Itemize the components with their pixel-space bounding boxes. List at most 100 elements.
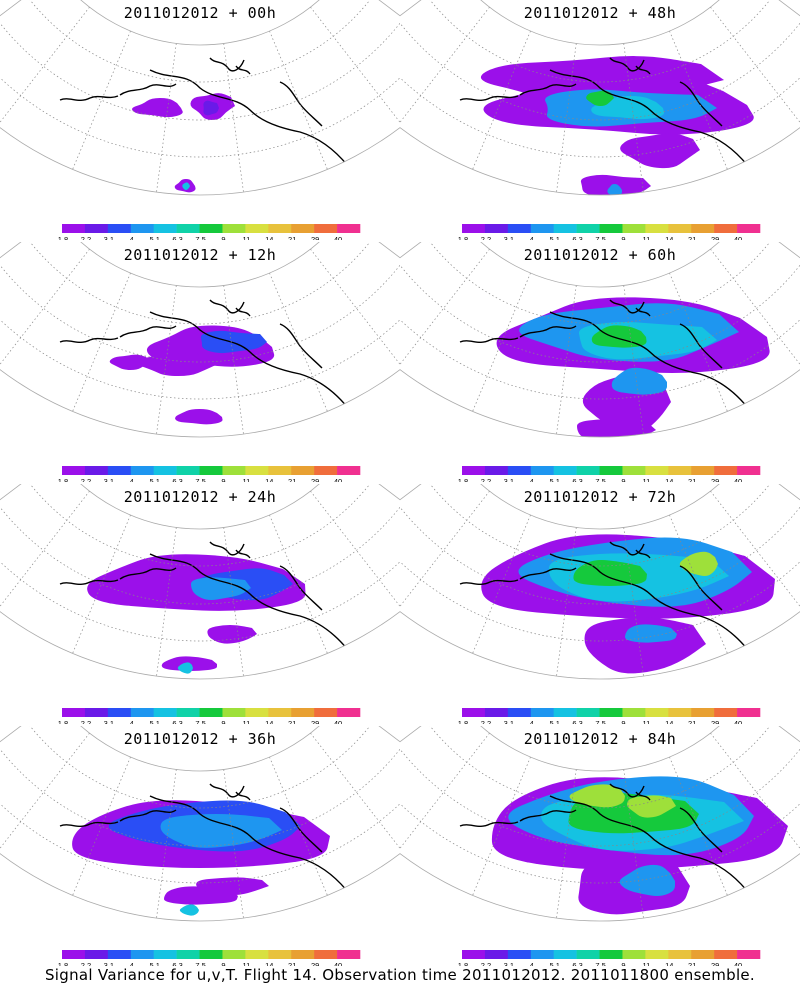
map-panel-grid: 1.8 2.2 3.1 4 5.1 6.3 7.5 9 11 14 21 29 40 2011012012… xyxy=(0,0,800,966)
colorbar-swatch xyxy=(737,950,761,959)
colorbar-tick-label: 9 xyxy=(621,477,625,482)
colorbar-tick-label: 9 xyxy=(221,235,225,240)
colorbar-tick-label: 2.2 xyxy=(481,719,491,724)
forecast-panel: 1.8 2.2 3.1 4 5.1 6.3 7.5 9 11 14 21 29 40 2011012012… xyxy=(400,726,800,966)
colorbar-tick-label: 40 xyxy=(334,961,342,966)
colorbar-swatch xyxy=(107,708,132,717)
colorbar-swatch xyxy=(222,466,246,475)
forecast-map: 1.8 2.2 3.1 4 5.1 6.3 7.5 9 11 14 21 29 40 xyxy=(0,484,400,724)
colorbar-tick-label: 7.5 xyxy=(595,961,605,966)
forecast-map: 1.8 2.2 3.1 4 5.1 6.3 7.5 9 11 14 21 29 40 xyxy=(400,726,800,966)
colorbar-swatch xyxy=(484,950,509,959)
graticule xyxy=(400,242,800,435)
colorbar-tick-label: 29 xyxy=(311,235,319,240)
coastline xyxy=(59,299,349,409)
colorbar-tick-label: 1.8 xyxy=(58,719,68,724)
variance-contour xyxy=(679,551,718,576)
graticule xyxy=(400,726,800,919)
colorbar-swatch xyxy=(314,466,338,475)
forecast-panel: 1.8 2.2 3.1 4 5.1 6.3 7.5 9 11 14 21 29 40 2011012012… xyxy=(0,0,400,240)
colorbar-tick-label: 6.3 xyxy=(572,235,582,240)
colorbar-tick-label: 3.1 xyxy=(104,961,114,966)
variance-contour xyxy=(200,330,267,354)
colorbar-tick-label: 3.1 xyxy=(104,235,114,240)
colorbar-tick-label: 5.1 xyxy=(549,477,559,482)
colorbar-swatch xyxy=(484,708,509,717)
colorbar-tick-label: 29 xyxy=(311,719,319,724)
colorbar-tick-label: 40 xyxy=(334,719,342,724)
variance-contour xyxy=(109,354,150,370)
colorbar-swatch xyxy=(622,708,646,717)
colorbar-swatch xyxy=(645,708,669,717)
colorbar-swatch xyxy=(737,466,761,475)
forecast-map: 1.8 2.2 3.1 4 5.1 6.3 7.5 9 11 14 21 29 40 xyxy=(400,484,800,724)
coastline xyxy=(459,783,749,893)
coastline xyxy=(59,57,349,167)
forecast-map: 1.8 2.2 3.1 4 5.1 6.3 7.5 9 11 14 21 29 40 xyxy=(0,242,400,482)
colorbar-swatch xyxy=(62,224,86,233)
colorbar-tick-label: 40 xyxy=(734,961,742,966)
colorbar-swatch xyxy=(268,224,292,233)
colorbar-tick-label: 6.3 xyxy=(572,719,582,724)
variance-contour xyxy=(607,184,622,196)
colorbar-swatch xyxy=(622,950,646,959)
colorbar-swatch xyxy=(576,708,600,717)
colorbar-tick-label: 3.1 xyxy=(504,961,514,966)
colorbar-tick-label: 3.1 xyxy=(504,719,514,724)
colorbar-tick-label: 6.3 xyxy=(172,961,182,966)
colorbar-swatch xyxy=(107,950,132,959)
colorbar-tick-label: 9 xyxy=(221,719,225,724)
colorbar-tick-label: 1.8 xyxy=(58,477,68,482)
coastline xyxy=(59,541,349,651)
figure-caption: Signal Variance for u,v,T. Flight 14. Ob… xyxy=(44,966,756,984)
variance-contour xyxy=(627,795,676,818)
variance-contour xyxy=(179,904,199,916)
forecast-panel: 1.8 2.2 3.1 4 5.1 6.3 7.5 9 11 14 21 29 40 2011012012… xyxy=(0,726,400,966)
coastline xyxy=(459,57,749,167)
colorbar-tick-label: 9 xyxy=(621,961,625,966)
colorbar: 1.8 2.2 3.1 4 5.1 6.3 7.5 9 11 14 21 29 40 xyxy=(458,950,761,966)
colorbar-tick-label: 6.3 xyxy=(572,961,582,966)
forecast-panel: 1.8 2.2 3.1 4 5.1 6.3 7.5 9 11 14 21 29 40 2011012012… xyxy=(400,242,800,482)
panel-title: 2011012012 + 84h xyxy=(523,730,677,748)
colorbar-swatch xyxy=(645,224,669,233)
forecast-map: 1.8 2.2 3.1 4 5.1 6.3 7.5 9 11 14 21 29 40 xyxy=(400,0,800,240)
variance-contour xyxy=(611,367,667,395)
colorbar-swatch xyxy=(507,224,532,233)
map-frame xyxy=(0,484,400,680)
colorbar-swatch xyxy=(245,224,269,233)
variance-contour xyxy=(175,409,223,425)
colorbar-swatch xyxy=(153,224,177,233)
colorbar-swatch xyxy=(668,224,692,233)
colorbar-tick-label: 4 xyxy=(530,235,534,240)
colorbar-swatch xyxy=(530,224,554,233)
graticule xyxy=(400,0,800,193)
colorbar-tick-label: 3.1 xyxy=(504,477,514,482)
colorbar-tick-label: 14 xyxy=(265,235,273,240)
colorbar-swatch xyxy=(599,708,623,717)
variance-contour xyxy=(625,624,677,643)
panel-title: 2011012012 + 72h xyxy=(523,488,677,506)
colorbar: 1.8 2.2 3.1 4 5.1 6.3 7.5 9 11 14 21 29 40 xyxy=(458,224,761,240)
colorbar-swatch xyxy=(222,224,246,233)
colorbar-swatch xyxy=(714,950,738,959)
colorbar-swatch xyxy=(599,950,623,959)
forecast-map: 1.8 2.2 3.1 4 5.1 6.3 7.5 9 11 14 21 29 40 xyxy=(0,726,400,966)
colorbar-swatch xyxy=(737,224,761,233)
colorbar-tick-label: 21 xyxy=(288,235,296,240)
colorbar: 1.8 2.2 3.1 4 5.1 6.3 7.5 9 11 14 21 29 40 xyxy=(58,950,361,966)
variance-field xyxy=(400,726,800,921)
colorbar-swatch xyxy=(62,466,86,475)
colorbar-swatch xyxy=(462,950,486,959)
colorbar-swatch xyxy=(599,466,623,475)
colorbar-tick-label: 29 xyxy=(711,961,719,966)
colorbar-tick-label: 3.1 xyxy=(504,235,514,240)
colorbar-swatch xyxy=(668,466,692,475)
colorbar: 1.8 2.2 3.1 4 5.1 6.3 7.5 9 11 14 21 29 40 xyxy=(458,708,761,724)
colorbar-tick-label: 4 xyxy=(130,235,134,240)
colorbar-swatch xyxy=(645,466,669,475)
colorbar-swatch xyxy=(530,950,554,959)
variance-field xyxy=(400,242,800,438)
colorbar-swatch xyxy=(107,224,132,233)
colorbar-swatch xyxy=(691,466,715,475)
